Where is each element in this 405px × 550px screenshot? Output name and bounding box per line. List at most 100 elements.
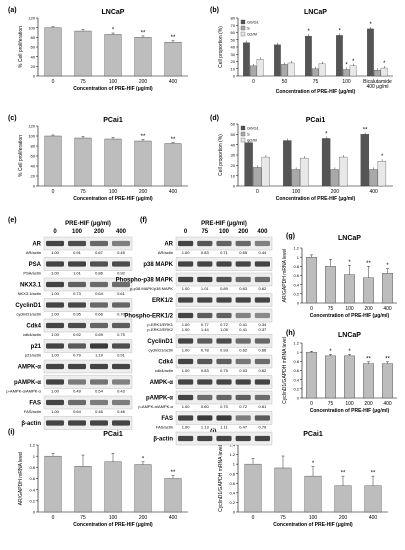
bar-c [164, 143, 182, 187]
y-axis-label-b: Cell proportion (%) [218, 26, 224, 68]
chart-title-g: LNCaP [338, 235, 361, 242]
bar-g [325, 266, 336, 304]
protein-label-e: pAMPK-α [14, 380, 41, 386]
blot-strip-e [43, 339, 133, 353]
x-axis-label-g: Concentration of PRE-HIF (μg/ml) [310, 313, 390, 319]
ratio-value-f: 0.53 [239, 368, 248, 373]
ratio-value-e: 1.00 [51, 291, 60, 296]
blot-strip-e [43, 236, 133, 251]
blot-strip-e [43, 257, 133, 271]
y-axis-label-i: AR/GAPDH mRNA level [18, 452, 24, 506]
ratio-value-e: 1.19 [95, 353, 104, 358]
bar-d-S [291, 169, 301, 187]
sig-mark-h: * [329, 349, 332, 355]
ratio-value-f: 1.00 [182, 425, 191, 430]
bar-d-G2/M [338, 156, 348, 187]
panel-label-a: (a) [8, 7, 17, 14]
protein-label-e: CyclinD1 [15, 303, 41, 309]
ratio-label-f: p-ERK1/ERK1 [147, 322, 173, 327]
protein-label-f: Phospho-ERK1/2 [124, 313, 173, 319]
ratio-value-f: 0.63 [239, 286, 248, 291]
panel-label-f: (f) [140, 217, 147, 224]
blot-strip-e [43, 359, 133, 374]
x-tick-label-a: 75 [80, 79, 86, 85]
y-tick-label-a: 40 [31, 54, 36, 59]
blot-band-e [46, 399, 64, 406]
y-tick-label-g: 0.4 [293, 282, 299, 287]
blot-band-f [178, 297, 194, 303]
ratio-value-f: 1.44 [201, 327, 210, 332]
legend-swatch-d [240, 131, 246, 137]
blot-title-e: PRE-HIF (μg/ml) [65, 221, 111, 227]
ratio-value-e: 0.91 [73, 250, 82, 255]
ratio-value-e: 0.67 [95, 250, 104, 255]
y-tick-label-j: 0.6 [229, 481, 235, 486]
blot-band-f [197, 276, 213, 283]
sig-mark-b: * [339, 28, 342, 34]
lane-label-e: 200 [94, 229, 105, 235]
ratio-value-f: 1.00 [182, 322, 191, 327]
sig-mark-b: * [308, 29, 311, 35]
blot-band-e [90, 322, 108, 329]
x-axis-label-d: Concentration of PRE-HIF (μg/ml) [276, 196, 356, 202]
blot-band-f [216, 338, 232, 344]
bar-d-G2/M [377, 161, 387, 187]
ratio-value-f: 1.05 [220, 327, 229, 332]
blot-band-e [112, 261, 130, 267]
ratio-value-f: 0.72 [239, 404, 248, 409]
x-tick-label-j: 100 [309, 515, 318, 521]
legend-swatch-d [240, 125, 246, 131]
legend-label-b: G2/M [247, 32, 257, 37]
protein-label-e: p21 [31, 344, 42, 350]
ratio-value-e: 0.43 [117, 389, 126, 394]
legend-label-b: G0/G1 [247, 20, 260, 25]
ratio-value-f: 0.37 [259, 327, 268, 332]
bar-a [164, 41, 182, 77]
blot-band-f [197, 297, 213, 303]
sig-mark-a: ** [141, 30, 146, 36]
x-tick-label-b: 0 [252, 79, 255, 85]
chart-title-j: PCai1 [303, 431, 323, 438]
x-tick-label-b: Bicalutamide [363, 79, 392, 85]
sig-mark-b: * [352, 59, 355, 65]
y-tick-label-j: 1 [233, 462, 236, 467]
y-tick-label-b: 80 [231, 16, 236, 21]
bar-d-S [369, 169, 378, 187]
x-tick-label-d: 0 [256, 189, 259, 195]
blot-band-f [254, 312, 270, 319]
ratio-value-f: 0.77 [201, 322, 210, 327]
sig-mark-i: * [142, 456, 145, 462]
ratio-label-e: AR/actin [26, 250, 41, 255]
x-tick-label-i: 100 [109, 515, 118, 521]
blot-band-e [90, 379, 108, 385]
ratio-value-f: 0.44 [259, 250, 268, 255]
blot-band-f [197, 338, 213, 344]
blot-band-f [197, 415, 213, 421]
blot-band-f [178, 379, 194, 385]
y-tick-label-h: 1.2 [293, 341, 299, 346]
x-tick-label-i: 0 [52, 515, 55, 521]
blot-band-e [46, 281, 64, 288]
protein-label-f: AMPK-α [150, 380, 174, 386]
ratio-value-e: 0.49 [73, 389, 82, 394]
bar-b-G2/M [287, 62, 295, 77]
y-tick-label-b: 60 [231, 30, 236, 35]
ratio-label-f: p-p38 MAPK/p38 MAPK [130, 286, 173, 291]
y-tick-label-c: 80 [31, 144, 36, 149]
blot-band-f [254, 276, 270, 283]
blot-band-f [216, 312, 232, 319]
blot-band-e [68, 322, 86, 329]
bar-a [44, 27, 62, 77]
x-tick-label-g: 200 [364, 306, 373, 312]
bar-b-G2/M [380, 67, 388, 77]
blot-band-f [197, 312, 213, 319]
legend-swatch-d [240, 137, 246, 143]
sig-mark-h: ** [385, 356, 390, 362]
chart-title-h: LNCaP [338, 332, 361, 339]
lane-label-f: 75 [201, 229, 208, 235]
chart-title-i: PCai1 [103, 431, 123, 438]
ratio-value-e: 1.00 [51, 250, 60, 255]
bar-g [382, 273, 393, 304]
ratio-label-e: p-AMPK-α/AMPK-α [6, 389, 41, 394]
ratio-value-f: 0.66 [259, 348, 268, 353]
